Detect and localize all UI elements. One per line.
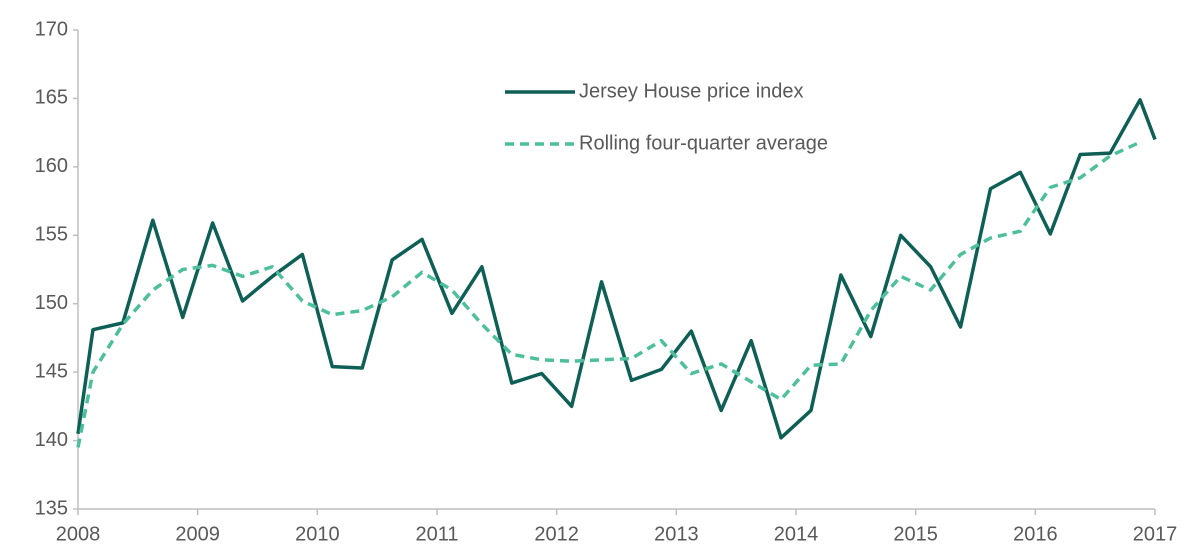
x-tick-label: 2010	[295, 523, 340, 545]
x-tick-label: 2011	[415, 523, 458, 545]
y-tick-label: 145	[35, 360, 68, 382]
y-tick-label: 170	[35, 18, 68, 40]
y-tick-label: 160	[35, 155, 68, 177]
y-tick-label: 140	[35, 429, 68, 451]
y-tick-label: 150	[35, 292, 68, 314]
x-tick-label: 2015	[893, 523, 938, 545]
series-line	[76, 140, 1141, 448]
x-tick-label: 2012	[534, 523, 579, 545]
x-tick-label: 2016	[1013, 523, 1058, 545]
x-tick-label: 2009	[175, 523, 220, 545]
x-tick-label: 2014	[774, 523, 819, 545]
x-tick-label: 2017	[1133, 523, 1178, 545]
legend-label: Jersey House price index	[579, 80, 804, 102]
y-tick-label: 135	[35, 497, 68, 519]
x-tick-label: 2013	[654, 523, 699, 545]
series-line	[76, 98, 1157, 440]
y-tick-label: 165	[35, 87, 68, 109]
legend-label: Rolling four-quarter average	[579, 132, 828, 154]
y-tick-label: 155	[35, 224, 68, 246]
x-tick-label: 2008	[56, 523, 101, 545]
